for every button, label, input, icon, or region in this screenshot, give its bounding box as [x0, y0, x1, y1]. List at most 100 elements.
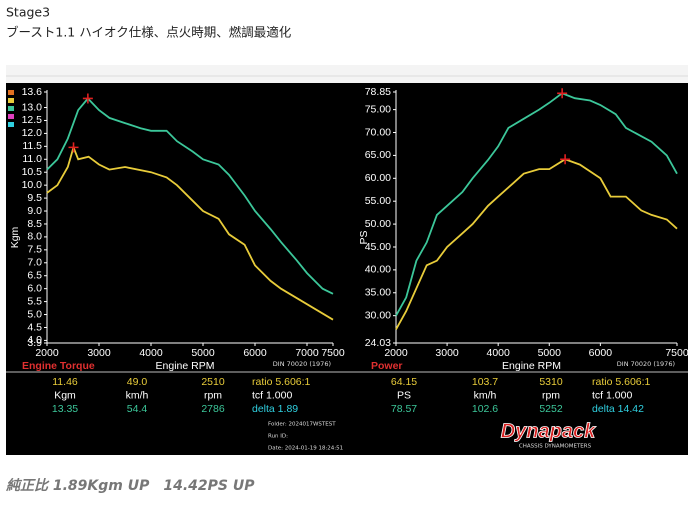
y-tick-label: 3.9 — [27, 337, 42, 349]
y-tick-label: 9.5 — [27, 192, 42, 204]
run-id: Run ID: — [268, 434, 288, 440]
readout-cell: 2786 — [201, 403, 225, 415]
y-tick-label: 9.0 — [27, 205, 42, 217]
chart-note: DIN 70020 (1976) — [273, 360, 331, 368]
readout-cell: 11.46 — [52, 376, 78, 388]
x-tick-label: 4000 — [487, 347, 511, 359]
readout-cell: PS — [397, 389, 411, 401]
y-tick-label: 50.00 — [365, 218, 391, 230]
readout-cell: 78.57 — [391, 403, 417, 415]
y-tick-label: 10.0 — [22, 179, 43, 191]
x-axis-label: Engine RPM — [502, 360, 561, 372]
x-tick-label: 7500 — [665, 347, 689, 359]
y-tick-label: 6.0 — [27, 282, 42, 294]
swatch — [8, 122, 14, 127]
y-tick-label: 40.00 — [365, 264, 391, 276]
post-subtitle: ブースト1.1 ハイオク仕様、点火時期、燃調最適化 — [6, 25, 292, 40]
y-tick-label: 7.0 — [27, 257, 42, 269]
x-tick-label: 6000 — [243, 347, 267, 359]
readout-cell: delta 1.89 — [252, 403, 298, 415]
peak-marker — [560, 154, 571, 165]
y-axis-label: Kgm — [9, 226, 21, 248]
readout-cell: Kgm — [54, 389, 76, 401]
readout-cell: ratio 5.606:1 — [592, 376, 651, 388]
readout-cell: km/h — [126, 389, 149, 401]
y-tick-label: 75.00 — [365, 103, 391, 115]
power-curve — [395, 158, 678, 330]
y-tick-label: 12.0 — [22, 127, 43, 139]
y-tick-label: 55.00 — [365, 195, 391, 207]
y-tick-label: 60.00 — [365, 172, 391, 184]
y-tick-label: 11.0 — [22, 153, 42, 165]
readout-cell: tcf 1.000 — [592, 389, 632, 401]
readout-cell: 5252 — [539, 403, 563, 415]
x-tick-label: 7000 — [295, 347, 319, 359]
x-tick-label: 2000 — [35, 347, 59, 359]
y-tick-label: 12.5 — [22, 114, 43, 126]
swatch — [8, 114, 14, 119]
power-curve — [46, 144, 334, 321]
y-tick-label: 45.00 — [365, 241, 391, 253]
peak-marker — [68, 142, 79, 153]
readout-cell: 2510 — [201, 376, 225, 388]
post-title: Stage3 — [6, 5, 50, 20]
brand-tagline: CHASSIS DYNAMOMETERS — [519, 444, 592, 450]
y-tick-label: 78.85 — [365, 86, 391, 98]
y-tick-label: 13.0 — [22, 101, 43, 113]
readout-cell: 103.7 — [472, 376, 498, 388]
y-tick-label: 35.00 — [365, 287, 391, 299]
brand-logo: Dynapack — [501, 420, 596, 442]
x-tick-label: 5000 — [191, 347, 215, 359]
peak-marker — [557, 88, 568, 99]
y-tick-label: 11.5 — [22, 140, 42, 152]
post-summary: 純正比 1.89Kgm UP 14.42PS UP — [5, 477, 255, 494]
y-tick-label: 8.0 — [27, 231, 42, 243]
readout-cell: rpm — [204, 389, 222, 401]
readout-cell: tcf 1.000 — [252, 389, 292, 401]
readout-cell: 5310 — [539, 376, 563, 388]
chart-title: Engine Torque — [22, 360, 95, 372]
y-tick-label: 65.00 — [365, 149, 391, 161]
peak-marker — [82, 93, 93, 104]
swatch — [8, 106, 14, 111]
readout-cell: rpm — [542, 389, 560, 401]
y-tick-label: 5.5 — [27, 295, 42, 307]
readout-cell: 64.15 — [391, 376, 417, 388]
readout-cell: 102.6 — [472, 403, 498, 415]
y-tick-label: 4.5 — [27, 321, 42, 333]
run-folder: Folder: 2024017WSTEST — [268, 422, 336, 428]
y-tick-label: 24.03 — [365, 337, 391, 349]
y-tick-label: 30.00 — [365, 309, 391, 321]
y-tick-label: 7.5 — [27, 244, 42, 256]
run-date: Date: 2024-01-19 18:24:51 — [268, 446, 343, 452]
x-axis-label: Engine RPM — [156, 360, 215, 372]
legend-swatches — [8, 90, 14, 127]
y-tick-label: 6.5 — [27, 270, 42, 282]
y-tick-label: 5.0 — [27, 308, 42, 320]
y-tick-label: 4.0 — [27, 334, 42, 346]
swatch — [8, 98, 14, 103]
y-tick-label: 10.5 — [22, 166, 43, 178]
y-tick-label: 8.5 — [27, 218, 42, 230]
power-curve — [395, 92, 678, 317]
readout-cell: 13.35 — [52, 403, 78, 415]
readout-cell: 54.4 — [127, 403, 148, 415]
readout-cell: 49.0 — [127, 376, 148, 388]
chart-note: DIN 70020 (1976) — [617, 360, 675, 368]
x-tick-label: 3000 — [435, 347, 459, 359]
y-tick-label: 13.6 — [22, 86, 43, 98]
power-curve — [46, 97, 334, 295]
x-tick-label: 3000 — [87, 347, 111, 359]
readout-cell: ratio 5.606:1 — [252, 376, 311, 388]
y-tick-label: 70.00 — [365, 126, 391, 138]
x-tick-label: 4000 — [139, 347, 163, 359]
x-tick-label: 7500 — [321, 347, 345, 359]
x-tick-label: 6000 — [589, 347, 613, 359]
y-axis-label: PS — [358, 230, 370, 244]
x-tick-label: 5000 — [538, 347, 562, 359]
readout-cell: km/h — [474, 389, 497, 401]
x-tick-label: 2000 — [384, 347, 408, 359]
readout-cell: delta 14.42 — [592, 403, 644, 415]
